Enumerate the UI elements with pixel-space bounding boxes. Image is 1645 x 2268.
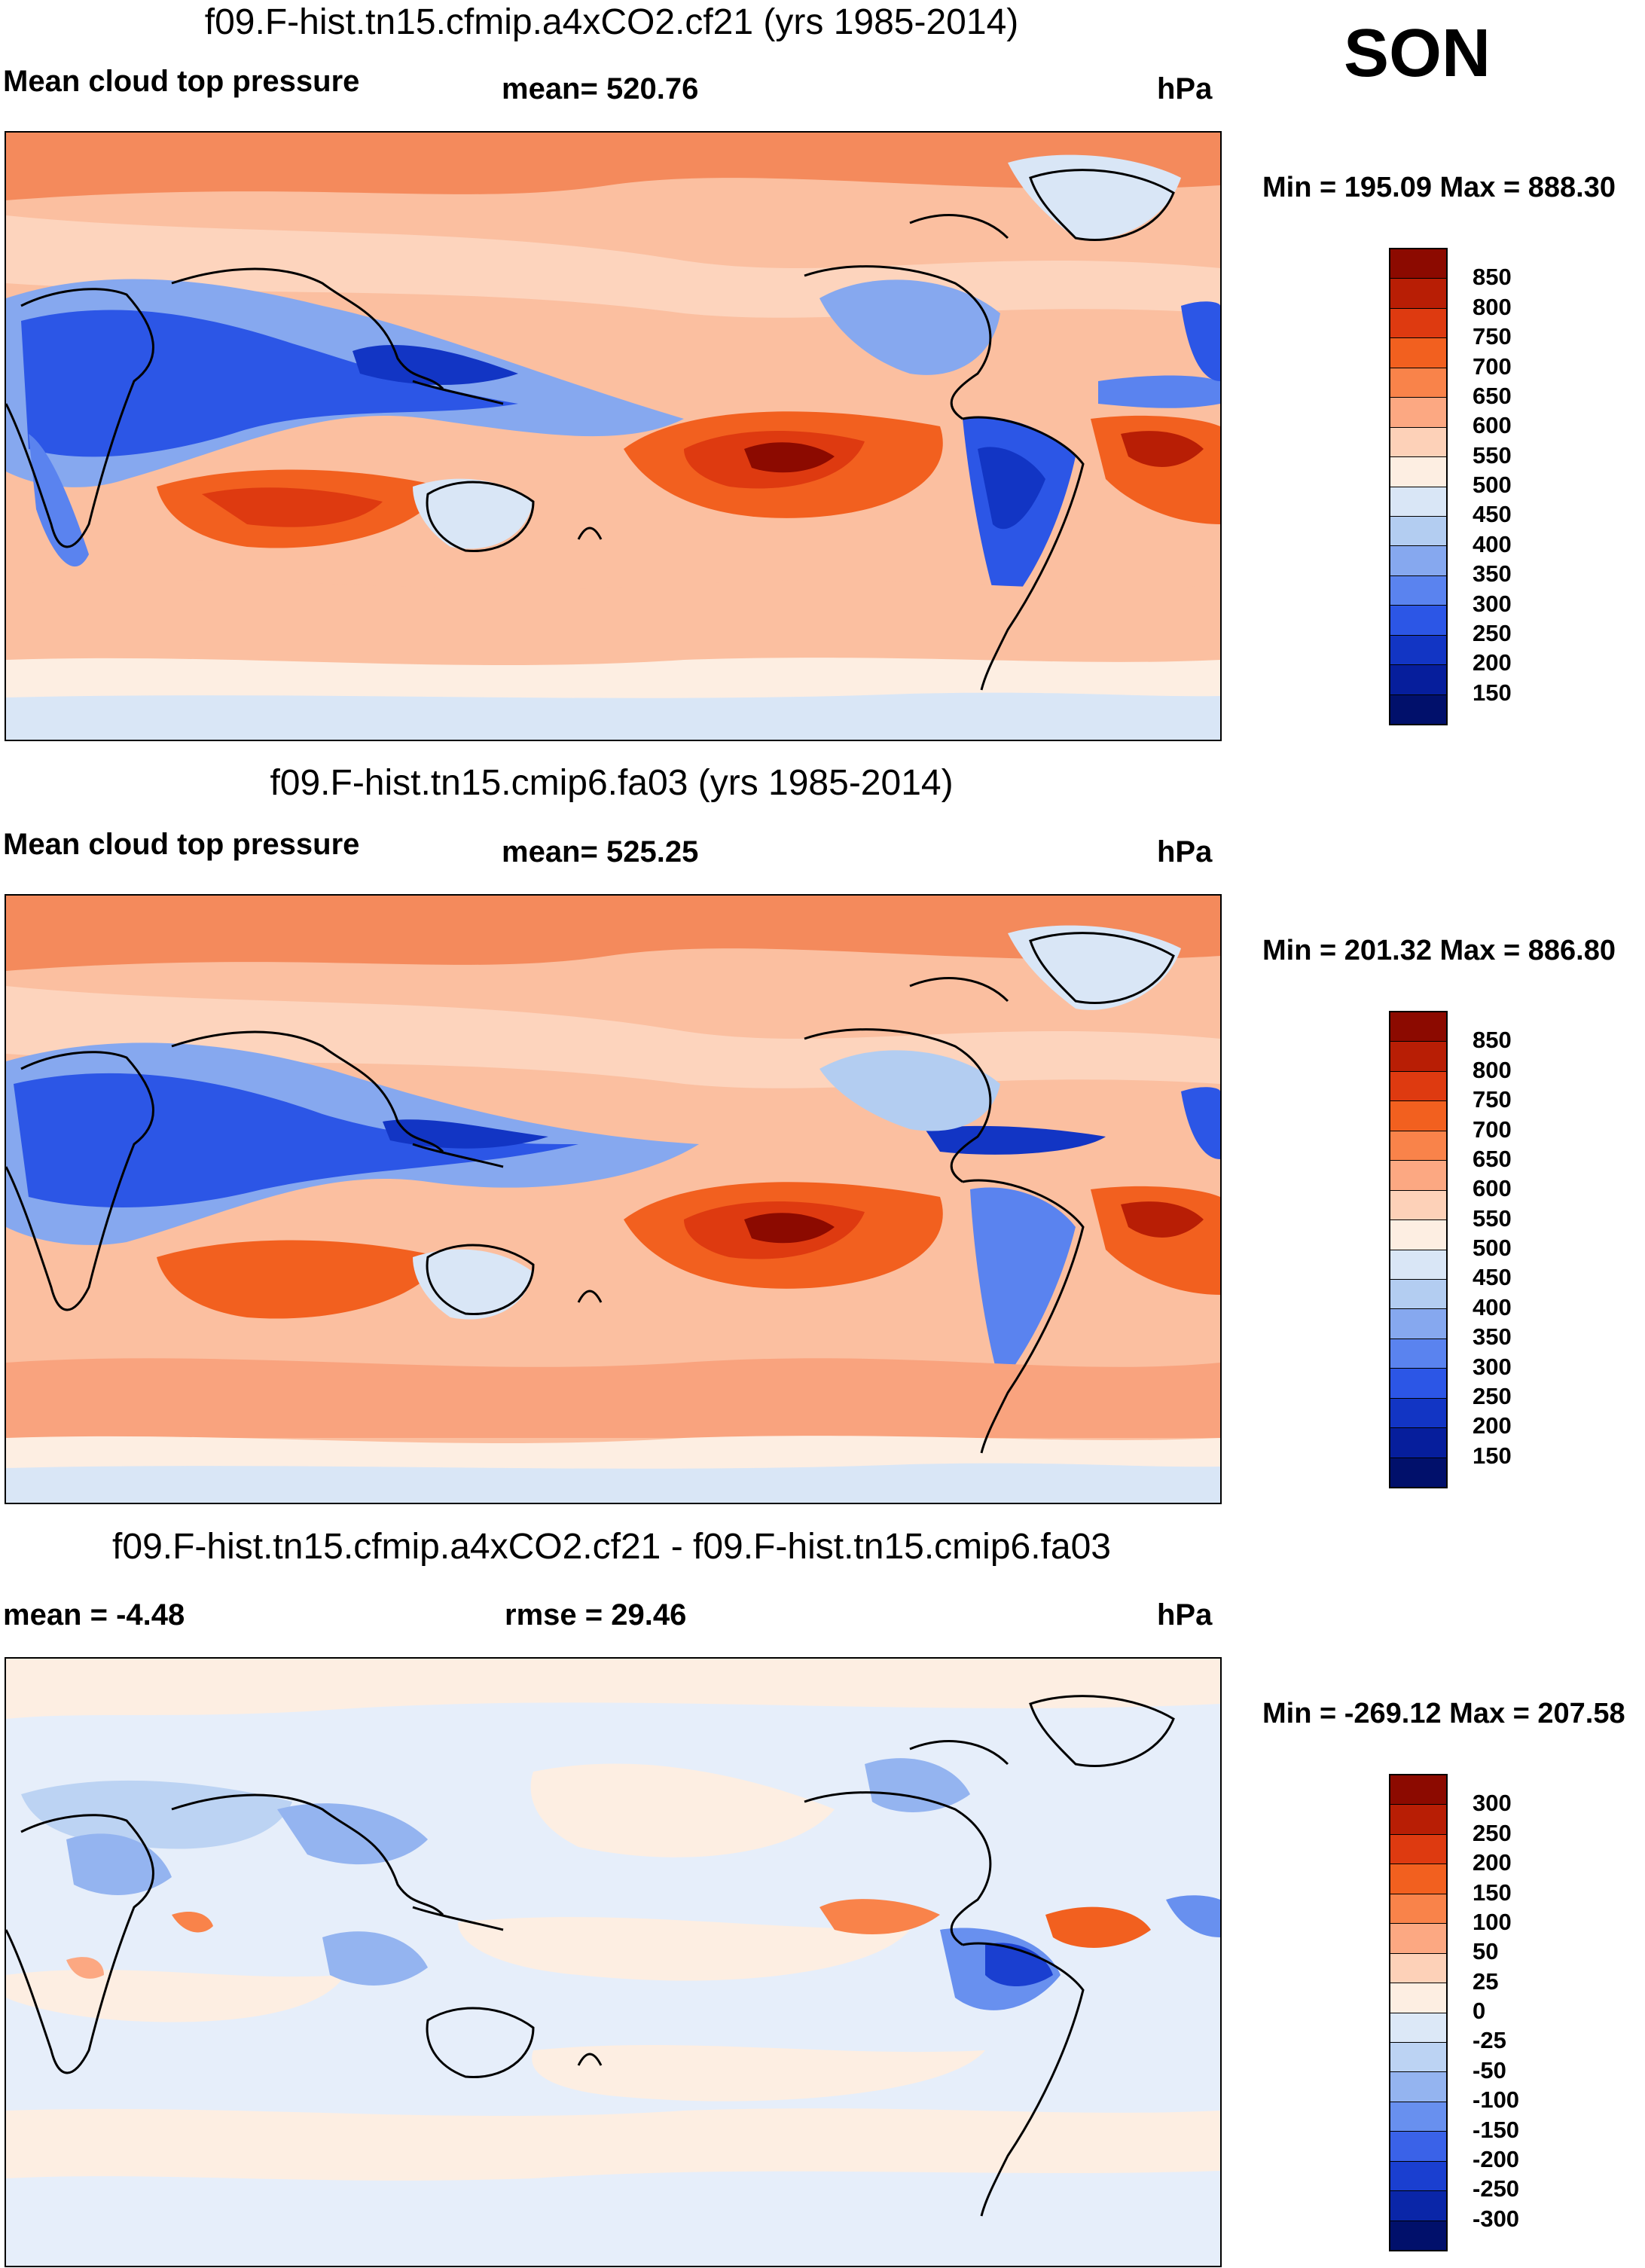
panel1-units-label: hPa [1157, 72, 1213, 105]
colorbar-tick: -200 [1473, 2145, 1520, 2172]
colorbar-tick: 550 [1473, 441, 1512, 469]
colorbar-tick: 400 [1473, 530, 1512, 557]
colorbar-tick: 200 [1473, 649, 1512, 676]
panel1-contour-field [6, 133, 1220, 740]
colorbar-tick: 700 [1473, 353, 1512, 380]
panel3-colorbar [1389, 1774, 1448, 2251]
colorbar-tick: 150 [1473, 679, 1512, 706]
colorbar-tick: -100 [1473, 2086, 1520, 2114]
colorbar-tick: 600 [1473, 412, 1512, 439]
colorbar-tick: 100 [1473, 1908, 1512, 1935]
colorbar-tick: 250 [1473, 1382, 1512, 1409]
colorbar-tick: 250 [1473, 619, 1512, 646]
colorbar-tick: 50 [1473, 1938, 1499, 1965]
panel2-minmax: Min = 201.32 Max = 886.80 [1262, 935, 1616, 966]
colorbar-tick: -50 [1473, 2056, 1506, 2083]
colorbar-tick: -150 [1473, 2116, 1520, 2143]
panel2-units-label: hPa [1157, 835, 1213, 868]
colorbar-tick: 250 [1473, 1819, 1512, 1846]
colorbar-tick: 150 [1473, 1879, 1512, 1906]
colorbar-tick: 700 [1473, 1116, 1512, 1143]
colorbar-tick: 650 [1473, 382, 1512, 409]
colorbar-tick: 800 [1473, 293, 1512, 320]
colorbar-tick: 850 [1473, 264, 1512, 291]
panel3-contour-field [6, 1659, 1220, 2266]
colorbar-tick: 450 [1473, 501, 1512, 528]
panel2-colorbar [1389, 1011, 1448, 1488]
panel1-colorbar [1389, 248, 1448, 725]
panel2-title: f09.F-hist.tn15.cmip6.fa03 (yrs 1985-201… [270, 763, 954, 803]
colorbar-tick: 500 [1473, 472, 1512, 498]
colorbar-tick: 450 [1473, 1264, 1512, 1291]
colorbar-tick: 300 [1473, 1353, 1512, 1380]
colorbar-tick: 300 [1473, 590, 1512, 617]
colorbar-tick: 650 [1473, 1145, 1512, 1172]
colorbar-tick: 750 [1473, 323, 1512, 350]
panel3-units-label: hPa [1157, 1598, 1213, 1632]
colorbar-tick: -300 [1473, 2205, 1520, 2232]
panel2-map [5, 894, 1222, 1504]
panel2-mean-label: mean= 525.25 [502, 835, 699, 868]
panel3-minmax: Min = -269.12 Max = 207.58 [1262, 1698, 1625, 1729]
colorbar-tick: 750 [1473, 1086, 1512, 1113]
colorbar-tick: -250 [1473, 2175, 1520, 2202]
colorbar-tick: 200 [1473, 1412, 1512, 1439]
colorbar-tick: 800 [1473, 1056, 1512, 1083]
panel3-mean-label: mean = -4.48 [3, 1598, 185, 1632]
colorbar-tick: 850 [1473, 1027, 1512, 1054]
panel1-variable-label: Mean cloud top pressure [3, 65, 360, 98]
colorbar-tick: 0 [1473, 1998, 1486, 2024]
colorbar-tick: 550 [1473, 1204, 1512, 1232]
colorbar-tick: 500 [1473, 1235, 1512, 1261]
panel2-contour-field [6, 896, 1220, 1503]
panel1-map [5, 131, 1222, 741]
season-label: SON [1344, 16, 1491, 91]
colorbar-tick: 150 [1473, 1442, 1512, 1469]
colorbar-tick: 350 [1473, 560, 1512, 588]
panel2-variable-label: Mean cloud top pressure [3, 828, 360, 861]
colorbar-tick: 600 [1473, 1175, 1512, 1202]
panel3-rmse-label: rmse = 29.46 [505, 1598, 687, 1632]
colorbar-tick: 350 [1473, 1323, 1512, 1351]
colorbar-tick: 25 [1473, 1967, 1499, 1995]
colorbar-tick: 200 [1473, 1849, 1512, 1876]
colorbar-tick: 300 [1473, 1790, 1512, 1817]
panel1-title: f09.F-hist.tn15.cfmip.a4xCO2.cf21 (yrs 1… [204, 2, 1019, 42]
panel1-mean-label: mean= 520.76 [502, 72, 699, 105]
panel1-minmax: Min = 195.09 Max = 888.30 [1262, 172, 1616, 203]
panel3-title: f09.F-hist.tn15.cfmip.a4xCO2.cf21 - f09.… [112, 1527, 1111, 1567]
colorbar-tick: 400 [1473, 1293, 1512, 1320]
panel3-map [5, 1657, 1222, 2267]
colorbar-tick: -25 [1473, 2027, 1506, 2054]
